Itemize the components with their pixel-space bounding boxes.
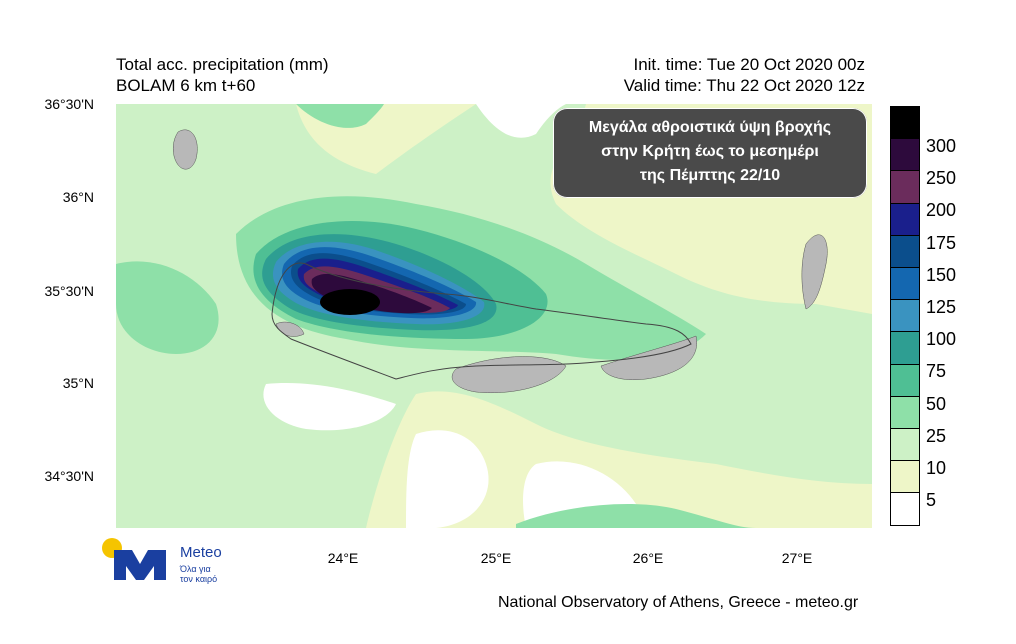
moderate-zone-south: [516, 504, 756, 528]
colorbar-swatch: [891, 396, 919, 429]
white-zone-south-a: [406, 430, 489, 528]
colorbar-label: 175: [926, 232, 957, 253]
colorbar-label: 75: [926, 361, 947, 382]
colorbar-swatch: [891, 171, 919, 204]
colorbar-swatch: [891, 461, 919, 494]
white-zone-north: [476, 104, 566, 138]
colorbar-swatch: [891, 493, 919, 526]
white-zone-west: [263, 383, 396, 431]
lat-label: 35°30'N: [44, 283, 94, 299]
colorbar-label: 200: [926, 200, 957, 221]
land-sitia: [600, 335, 698, 380]
lon-label: 24°E: [327, 550, 359, 566]
colorbar-label: 125: [926, 297, 957, 317]
chart-title-block: Total acc. precipitation (mm) BOLAM 6 km…: [116, 54, 329, 96]
colorbar-swatch: [891, 300, 919, 333]
colorbar-label: 50: [926, 393, 947, 414]
moderate-zone-north: [296, 104, 384, 128]
lat-label: 34°30'N: [44, 468, 94, 484]
lat-label: 36°N: [62, 189, 94, 205]
init-time: Init. time: Tue 20 Oct 2020 00z: [633, 55, 865, 74]
max-precipitation-core: [320, 289, 380, 315]
model-label: BOLAM 6 km t+60: [116, 76, 256, 95]
meteo-logo-icon: [102, 538, 166, 580]
lat-label: 35°N: [62, 375, 94, 391]
colorbar-swatch: [891, 267, 919, 301]
light-zone-south: [366, 391, 872, 528]
chart-title: Total acc. precipitation (mm): [116, 55, 329, 74]
lon-label: 25°E: [480, 550, 512, 566]
colorbar-swatch: [891, 203, 919, 236]
crete-coastline: [271, 262, 692, 380]
time-info-block: Init. time: Tue 20 Oct 2020 00z Valid ti…: [624, 54, 865, 96]
colorbar-swatch: [891, 139, 919, 172]
lon-label: 26°E: [632, 550, 664, 566]
colorbar-label: 10: [926, 458, 947, 478]
colorbar-swatch: [891, 107, 919, 140]
land-karpathos: [801, 234, 828, 310]
footer-credit: National Observatory of Athens, Greece -…: [498, 594, 859, 611]
annotation-line: της Πέμπτης 22/10: [639, 167, 781, 184]
lon-label: 27°E: [781, 550, 813, 566]
moderate-zone-west: [116, 261, 219, 354]
lat-label: 36°30'N: [44, 96, 94, 112]
colorbar-label: 150: [926, 264, 957, 285]
annotation-line: στην Κρήτη έως το μεσημέρι: [601, 143, 819, 160]
annotation-line: Μεγάλα αθροιστικά ύψη βροχής: [588, 119, 832, 136]
land-milos: [172, 129, 198, 170]
valid-time: Valid time: Thu 22 Oct 2020 12z: [623, 76, 865, 95]
meteo-logo: Meteo Όλα για τον καιρό: [100, 536, 240, 584]
colorbar-label: 100: [926, 329, 957, 350]
colorbar-label: 25: [926, 425, 947, 446]
colorbar-swatch: [891, 235, 919, 268]
colorbar-swatch: [891, 332, 919, 365]
colorbar-label: 5: [926, 490, 937, 511]
annotation-box: Μεγάλα αθροιστικά ύψη βροχής στην Κρήτη …: [553, 108, 867, 198]
logo-slogan: Όλα για τον καιρό: [180, 564, 218, 584]
colorbar-label: 250: [926, 168, 957, 189]
colorbar-swatch: [891, 428, 919, 462]
colorbar: [890, 106, 920, 526]
logo-brand: Meteo: [180, 544, 222, 561]
colorbar-label: 300: [926, 136, 957, 156]
colorbar-swatch: [891, 364, 919, 397]
